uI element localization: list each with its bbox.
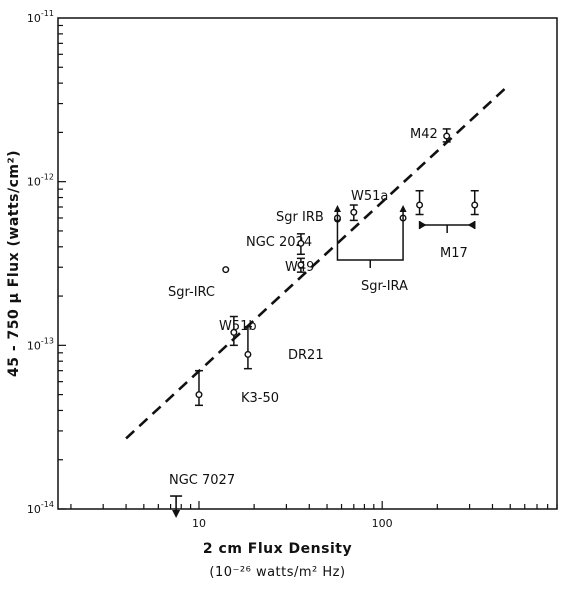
- point-dr21: [244, 350, 252, 358]
- fit-line: [125, 85, 508, 440]
- label-dr21: DR21: [288, 348, 324, 363]
- y-axis-title: 45 - 750 μ Flux (watts/cm²): [6, 150, 22, 377]
- y-tick-label: 10-13: [27, 336, 54, 352]
- x-axis-title: 2 cm Flux Density: [203, 541, 352, 557]
- point-m17: [471, 201, 479, 209]
- point-w49: [297, 261, 305, 269]
- label-m17: M17: [440, 246, 468, 261]
- sgr-ira-arrow: [399, 204, 407, 212]
- x-axis-units: (10⁻²⁶ watts/m² Hz): [209, 565, 345, 580]
- point-w51a: [350, 208, 358, 216]
- point-sgr-irc: [222, 266, 230, 274]
- label-sgr-irc: Sgr-IRC: [168, 285, 215, 300]
- point-k3-50: [195, 391, 203, 399]
- sgr-ira-bracket: [336, 209, 404, 261]
- label-m42: M42: [410, 127, 438, 142]
- y-tick-label: 10-11: [27, 9, 54, 25]
- y-tick-label: 10-12: [27, 173, 54, 189]
- y-tick-label: 10-14: [27, 500, 54, 516]
- label-w51a: W51a: [351, 189, 388, 204]
- point-ngc-2024: [297, 239, 305, 247]
- x-tick-label: 100: [372, 517, 393, 530]
- m17-arrow: [467, 221, 475, 230]
- point-m42: [443, 132, 451, 140]
- label-k3-50: K3-50: [241, 391, 279, 406]
- m17-arrow: [419, 221, 427, 230]
- label-ngc7027: NGC 7027: [169, 473, 235, 488]
- label-sgr-irb: Sgr IRB: [276, 210, 324, 225]
- label-sgr-ira: Sgr-IRA: [361, 279, 408, 294]
- point-m17: [416, 201, 424, 209]
- label-ngc2024: NGC 2024: [246, 235, 312, 250]
- plot-area-frame: [57, 17, 558, 510]
- point-w51b: [230, 328, 238, 336]
- sgr-ira-arrow: [333, 204, 341, 212]
- x-tick-label: 10: [192, 517, 206, 530]
- upper-limit-arrow-ngc-7027: [172, 510, 181, 519]
